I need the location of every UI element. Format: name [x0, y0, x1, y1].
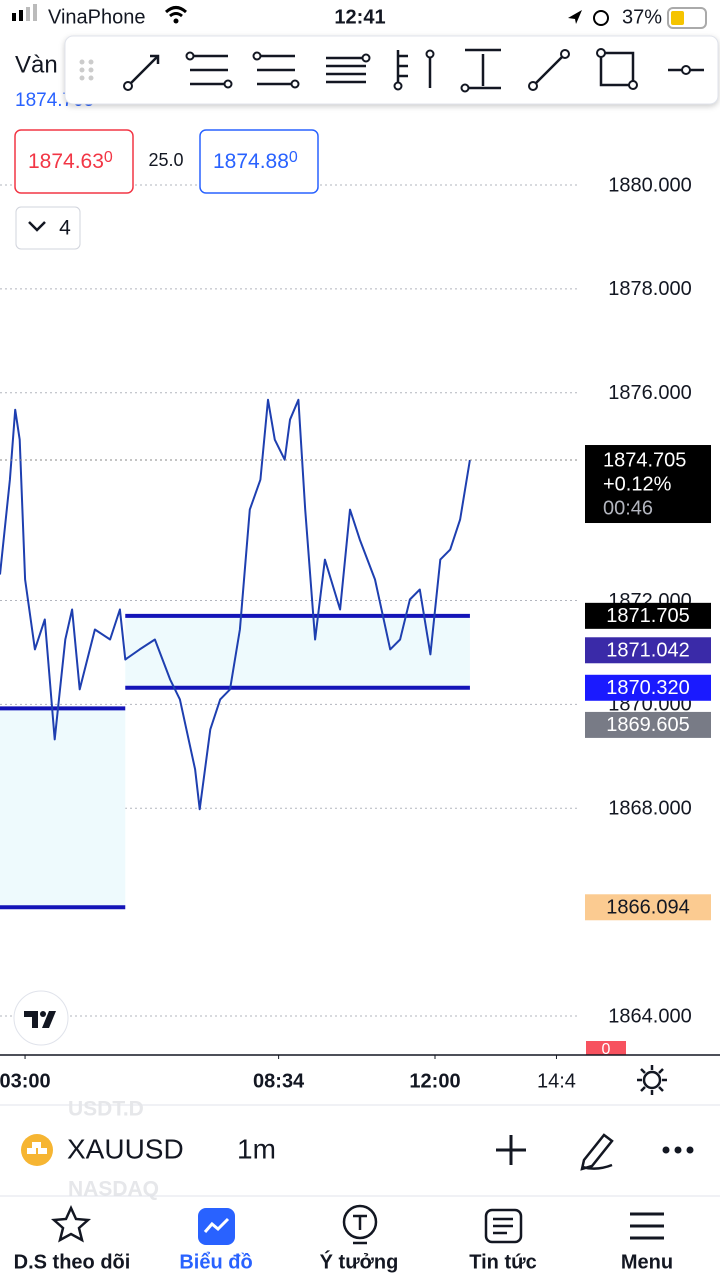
add-button[interactable]	[496, 1135, 526, 1165]
clock: 12:41	[334, 6, 385, 28]
price-tag	[585, 674, 711, 701]
price-tag-label: 1869.605	[606, 714, 689, 736]
bid-price: 1874.630	[28, 149, 113, 172]
tool-rect[interactable]	[599, 51, 635, 87]
nav-item[interactable]: D.S theo dõi	[14, 1251, 131, 1273]
x-tick-label: 03:00	[0, 1070, 51, 1092]
ghost-symbol: USDT.D	[68, 1098, 144, 1121]
symbol[interactable]: XAUUSD	[67, 1133, 184, 1164]
price-tag-label: 1874.705	[603, 449, 686, 471]
quote-panel: 1874.630 25.0 1874.880 4	[14, 129, 319, 250]
draw-button[interactable]	[580, 1133, 614, 1171]
bar-countdown: 00:46	[603, 497, 653, 519]
ask-price: 1874.880	[213, 149, 298, 172]
chart-area: 1864.0001868.0001870.0001872.0001876.000…	[0, 174, 692, 1027]
lots: 4	[59, 217, 71, 240]
price-tag	[585, 894, 711, 921]
interval[interactable]: 1m	[237, 1133, 276, 1164]
bottom-nav: D.S theo dõi Biểu đồ Ý tưởng Tin tức Men…	[14, 1204, 673, 1273]
nav-item[interactable]: Tin tức	[469, 1251, 536, 1273]
x-tick-label: 08:34	[253, 1070, 305, 1092]
nav-item[interactable]: Menu	[621, 1251, 673, 1273]
price-tag	[585, 602, 711, 629]
symbol-icon	[21, 1134, 53, 1166]
tv-logo[interactable]	[13, 990, 69, 1046]
ghost-symbol: NASDAQ	[68, 1178, 159, 1201]
y-tick-label: 1878.000	[608, 278, 691, 300]
spread: 25.0	[148, 150, 183, 170]
price-tag-label: 1870.320	[606, 677, 689, 699]
tool-volume[interactable]	[396, 50, 432, 88]
nav-item[interactable]: Biểu đồ	[179, 1251, 252, 1273]
price-tags: 1874.705+0.12%00:46 1871.705 1871.042 1870.…	[585, 445, 711, 1058]
tool-fib[interactable]	[257, 54, 295, 86]
nav-item[interactable]: Ý tưởng	[320, 1249, 399, 1273]
buy-button[interactable]	[199, 129, 319, 194]
price-tag	[585, 445, 711, 524]
battery-level: 37%	[622, 6, 662, 28]
more-button[interactable]	[662, 1146, 694, 1154]
price-tag-label: 1866.094	[606, 897, 689, 919]
tool-measure[interactable]	[465, 48, 501, 90]
price-tag-label: 1871.705	[606, 605, 689, 627]
volume-tag-label: 0	[602, 1041, 611, 1058]
tool-hlines[interactable]	[326, 56, 366, 84]
carrier: VinaPhone	[48, 6, 146, 28]
price-tag	[585, 637, 711, 664]
drawing-toolbar	[64, 35, 719, 105]
settings-icon[interactable]	[637, 1065, 667, 1095]
tool-trend[interactable]	[532, 53, 566, 87]
status-bar: VinaPhone 12:41 37%	[12, 4, 707, 29]
lots-selector[interactable]	[15, 206, 81, 250]
tool-channel[interactable]	[190, 54, 228, 86]
symbol-name: Vàn	[15, 51, 58, 78]
x-axis: 03:00 08:34 12:00 14:4	[0, 1055, 576, 1092]
sell-button[interactable]	[14, 129, 134, 194]
y-tick-label: 1868.000	[608, 798, 691, 820]
y-tick-label: 1880.000	[608, 174, 691, 196]
volume-tag	[586, 1041, 626, 1055]
price-tag-label: 1871.042	[606, 640, 689, 662]
price-tag	[585, 711, 711, 738]
zone	[125, 615, 470, 688]
y-tick-label: 1864.000	[608, 1005, 691, 1027]
x-tick-label: 14:4	[537, 1070, 576, 1092]
zone	[0, 708, 126, 908]
tool-arrow[interactable]	[127, 55, 159, 87]
y-tick-label: 1876.000	[608, 382, 691, 404]
x-tick-label: 12:00	[409, 1070, 460, 1092]
price-change: +0.12%	[603, 473, 672, 495]
price-line	[0, 398, 471, 811]
